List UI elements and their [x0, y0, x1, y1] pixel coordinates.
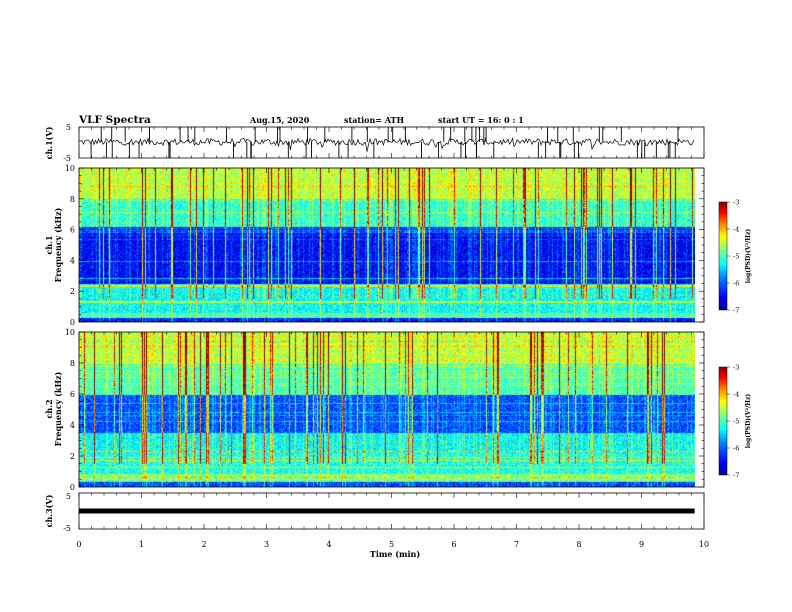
- time-axis-tick-label: 0: [76, 540, 81, 549]
- colorbar-tick-label: -5: [733, 253, 739, 261]
- y-tick-label: 10: [65, 164, 75, 173]
- ch2-spectrogram-y-ticks: 0 2 4 6 8 10: [65, 328, 704, 492]
- ch3-waveform-line: [79, 508, 695, 514]
- ch1-ytick-top: 5: [66, 123, 71, 132]
- colorbar-tick-label: -7: [733, 307, 739, 315]
- time-axis-tick-label: 1: [139, 540, 144, 549]
- ch1-waveform-panel: 5 -5 ch.1(V): [44, 123, 705, 163]
- colorbar-tick-label: -3: [733, 364, 739, 372]
- ch3-waveform-panel: 5 -5 ch.3(V): [44, 492, 705, 533]
- ch1-spectrogram-ylabel-frequency: Frequency (kHz): [53, 207, 63, 282]
- time-axis-tick-label: 2: [201, 540, 206, 549]
- time-axis-tick-label: 10: [699, 540, 709, 549]
- ch2-spectrogram-ylabel-channel: ch.2: [44, 399, 54, 418]
- ch1-spikes: [90, 127, 679, 158]
- ch3-x-ticks: [78, 493, 705, 529]
- colorbar-tick-label: -6: [733, 445, 739, 453]
- header-date: Aug.15, 2020: [249, 115, 310, 125]
- ch1-waveform-ylabel: ch.1(V): [44, 126, 54, 159]
- chart-title: VLF Spectra: [78, 114, 151, 126]
- ch3-waveform-ylabel: ch.3(V): [44, 494, 54, 527]
- ch2-spectrogram-ylabel-frequency: Frequency (kHz): [53, 371, 63, 446]
- time-axis-tick-label: 5: [389, 540, 394, 549]
- ch1-waveform-line: [78, 137, 695, 152]
- time-axis-tick-label: 3: [264, 540, 269, 549]
- ch1-x-ticks: [78, 127, 705, 158]
- ch3-ytick-bottom: -5: [63, 524, 71, 533]
- header-station: station= ATH: [344, 115, 404, 125]
- ch1-colorbar-label: log(PSD)(V²/Hz): [745, 229, 752, 284]
- y-tick-label: 8: [70, 195, 75, 204]
- y-tick-label: 2: [70, 452, 75, 461]
- ch2-colorbar-ticks: -3 -4 -5 -6 -7: [727, 364, 739, 480]
- header-start-time: start UT = 16: 0 : 1: [438, 115, 524, 125]
- colorbar-tick-label: -7: [733, 472, 739, 480]
- time-axis-tick-labels: 0 1 2 3 4 5 6 7 8 9 10: [76, 540, 709, 549]
- time-axis-label: Time (min): [370, 549, 420, 559]
- colorbar-tick-label: -4: [733, 226, 739, 234]
- y-tick-label: 8: [70, 359, 75, 368]
- time-axis-tick-label: 9: [639, 540, 644, 549]
- y-tick-label: 6: [70, 390, 75, 399]
- ch1-spectrogram-ylabel-channel: ch.1: [44, 235, 54, 254]
- y-tick-label: 4: [70, 421, 75, 430]
- time-axis-tick-label: 8: [576, 540, 581, 549]
- ch2-colorbar: [718, 366, 728, 476]
- ch1-colorbar-ticks: -3 -4 -5 -6 -7: [727, 199, 739, 315]
- y-tick-label: 6: [70, 226, 75, 235]
- ch1-spectrogram-y-ticks: 0 2 4 6 8 10: [65, 164, 704, 327]
- ch1-colorbar: [718, 201, 728, 311]
- time-axis-tick-label: 4: [326, 540, 331, 549]
- y-tick-label: 4: [70, 256, 75, 265]
- ch2-colorbar-label: log(PSD)(V²/Hz): [745, 394, 752, 449]
- ch1-spectrogram-x-ticks: [78, 168, 705, 322]
- ch1-spectrogram-image: [79, 168, 695, 322]
- colorbar-tick-label: -4: [733, 391, 739, 399]
- y-tick-label: 10: [65, 328, 75, 337]
- y-tick-label: 0: [70, 318, 75, 327]
- colorbar-tick-label: -3: [733, 199, 739, 207]
- time-axis-tick-label: 6: [451, 540, 456, 549]
- spectrogram-raster: [79, 332, 695, 487]
- y-tick-label: 0: [70, 483, 75, 492]
- colorbar-tick-label: -6: [733, 280, 739, 288]
- ch1-ytick-bottom: -5: [63, 154, 71, 163]
- ch2-spectrogram-x-ticks: [78, 332, 705, 487]
- ch3-ytick-top: 5: [66, 492, 71, 501]
- ch2-spectrogram-image: [79, 332, 695, 487]
- time-axis-tick-label: 7: [514, 540, 519, 549]
- spectrogram-raster: [79, 168, 695, 322]
- y-tick-label: 2: [70, 287, 75, 296]
- colorbar-tick-label: -5: [733, 418, 739, 426]
